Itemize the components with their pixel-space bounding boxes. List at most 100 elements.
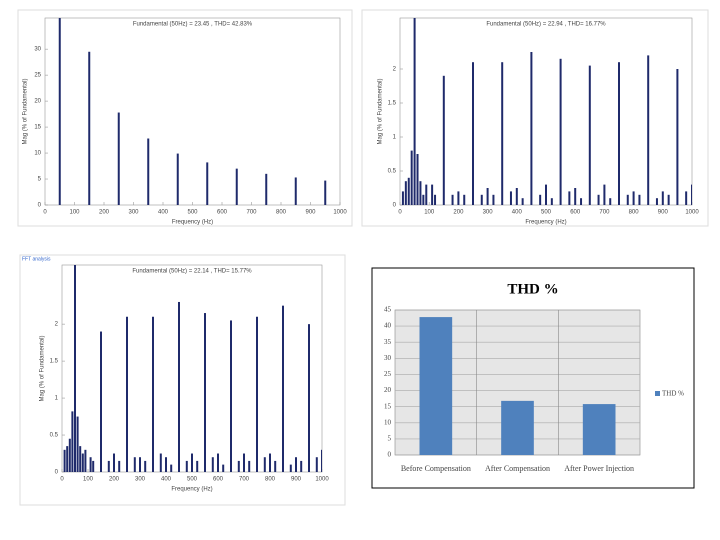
x-tick-label: 800 <box>276 210 287 216</box>
y-tick-label: 10 <box>34 151 41 157</box>
y-tick-label: 0 <box>393 203 397 209</box>
y-tick-label: 1.5 <box>50 359 59 365</box>
x-tick-label: 200 <box>453 210 464 216</box>
bar <box>211 457 214 472</box>
x-tick-label: 900 <box>305 210 316 216</box>
bar <box>81 453 84 472</box>
bar <box>597 194 600 205</box>
x-tick-label: After Power Injection <box>564 464 634 473</box>
x-tick-label: 300 <box>483 210 494 216</box>
bar <box>269 453 271 472</box>
bar <box>295 457 297 472</box>
y-tick-label: 0 <box>38 203 42 209</box>
bar <box>691 184 692 205</box>
bar <box>206 162 209 205</box>
bars <box>401 18 692 205</box>
x-tick-label: 200 <box>109 477 120 483</box>
x-axis-label: Frequency (Hz) <box>172 220 213 226</box>
bar <box>559 58 562 205</box>
x-tick-label: 1000 <box>333 210 347 216</box>
bar <box>574 188 577 205</box>
x-tick-label: After Compensation <box>485 464 550 473</box>
bar <box>603 184 606 205</box>
bar <box>308 324 310 472</box>
x-tick-label: 1000 <box>315 477 329 483</box>
bars <box>58 18 327 205</box>
plot-area <box>61 264 323 473</box>
x-tick-label: 400 <box>161 477 172 483</box>
bar <box>237 460 240 472</box>
x-tick-label: 1000 <box>685 210 699 216</box>
bar <box>92 460 95 472</box>
bar <box>315 457 318 472</box>
legend-swatch <box>655 391 660 396</box>
x-tick-label: 500 <box>187 210 198 216</box>
bar <box>274 460 277 472</box>
y-tick-label: 45 <box>384 306 392 314</box>
bar <box>655 198 658 205</box>
bar <box>139 457 141 472</box>
bar <box>457 191 460 205</box>
x-tick-label: 700 <box>239 477 250 483</box>
bar <box>501 400 534 455</box>
bar <box>676 69 679 205</box>
y-tick-label: 0.5 <box>50 433 59 439</box>
bar <box>419 317 453 455</box>
bar <box>152 316 154 472</box>
bar <box>632 191 635 205</box>
bar <box>147 138 150 205</box>
bar <box>282 305 284 472</box>
y-axis-label: Mag (% of Fundamental) <box>23 78 29 144</box>
bar <box>568 191 571 205</box>
x-tick-label: 0 <box>398 210 402 216</box>
bar <box>113 453 115 472</box>
bar <box>256 316 258 472</box>
y-tick-label: 15 <box>34 125 41 131</box>
bar <box>321 449 322 472</box>
chart-title: THD % <box>507 281 558 297</box>
y-tick-label: 25 <box>384 370 392 378</box>
y-tick-label: 2 <box>55 322 59 328</box>
bar <box>422 194 425 205</box>
y-tick-label: 35 <box>384 338 392 346</box>
x-tick-label: 400 <box>512 210 523 216</box>
bar <box>84 449 87 472</box>
y-tick-label: 15 <box>384 402 392 410</box>
bar <box>126 316 128 472</box>
bar <box>410 150 413 205</box>
bar <box>265 173 268 205</box>
x-tick-label: 100 <box>83 477 94 483</box>
bar <box>71 411 74 472</box>
bar <box>178 301 180 472</box>
bar <box>404 181 407 205</box>
chart-title: Fundamental (50Hz) = 22.94 , THD= 16.77% <box>486 22 606 28</box>
bar <box>66 446 69 472</box>
x-axis-label: Frequency (Hz) <box>525 220 566 226</box>
bar <box>159 453 162 472</box>
bar <box>425 184 428 205</box>
legend-label: THD % <box>662 390 684 398</box>
bar <box>89 457 92 472</box>
bar <box>413 18 416 205</box>
x-tick-label: 300 <box>128 210 139 216</box>
x-tick-label: 700 <box>599 210 610 216</box>
bar <box>580 198 583 205</box>
bar <box>263 457 266 472</box>
y-tick-label: 20 <box>384 386 392 394</box>
bar <box>185 460 188 472</box>
bar <box>133 457 136 472</box>
bar <box>486 188 489 205</box>
bar <box>324 180 327 205</box>
x-tick-label: Before Compensation <box>401 464 471 473</box>
bar <box>74 265 76 472</box>
bar <box>431 184 434 205</box>
bar <box>407 177 410 205</box>
bar <box>582 404 616 455</box>
bar <box>107 460 110 472</box>
bar <box>472 62 474 205</box>
y-tick-label: 20 <box>34 99 41 105</box>
bar <box>235 168 238 205</box>
bar <box>100 331 102 472</box>
chart-title: Fundamental (50Hz) = 22.14 , THD= 15.77% <box>132 269 252 275</box>
bar <box>588 65 591 205</box>
